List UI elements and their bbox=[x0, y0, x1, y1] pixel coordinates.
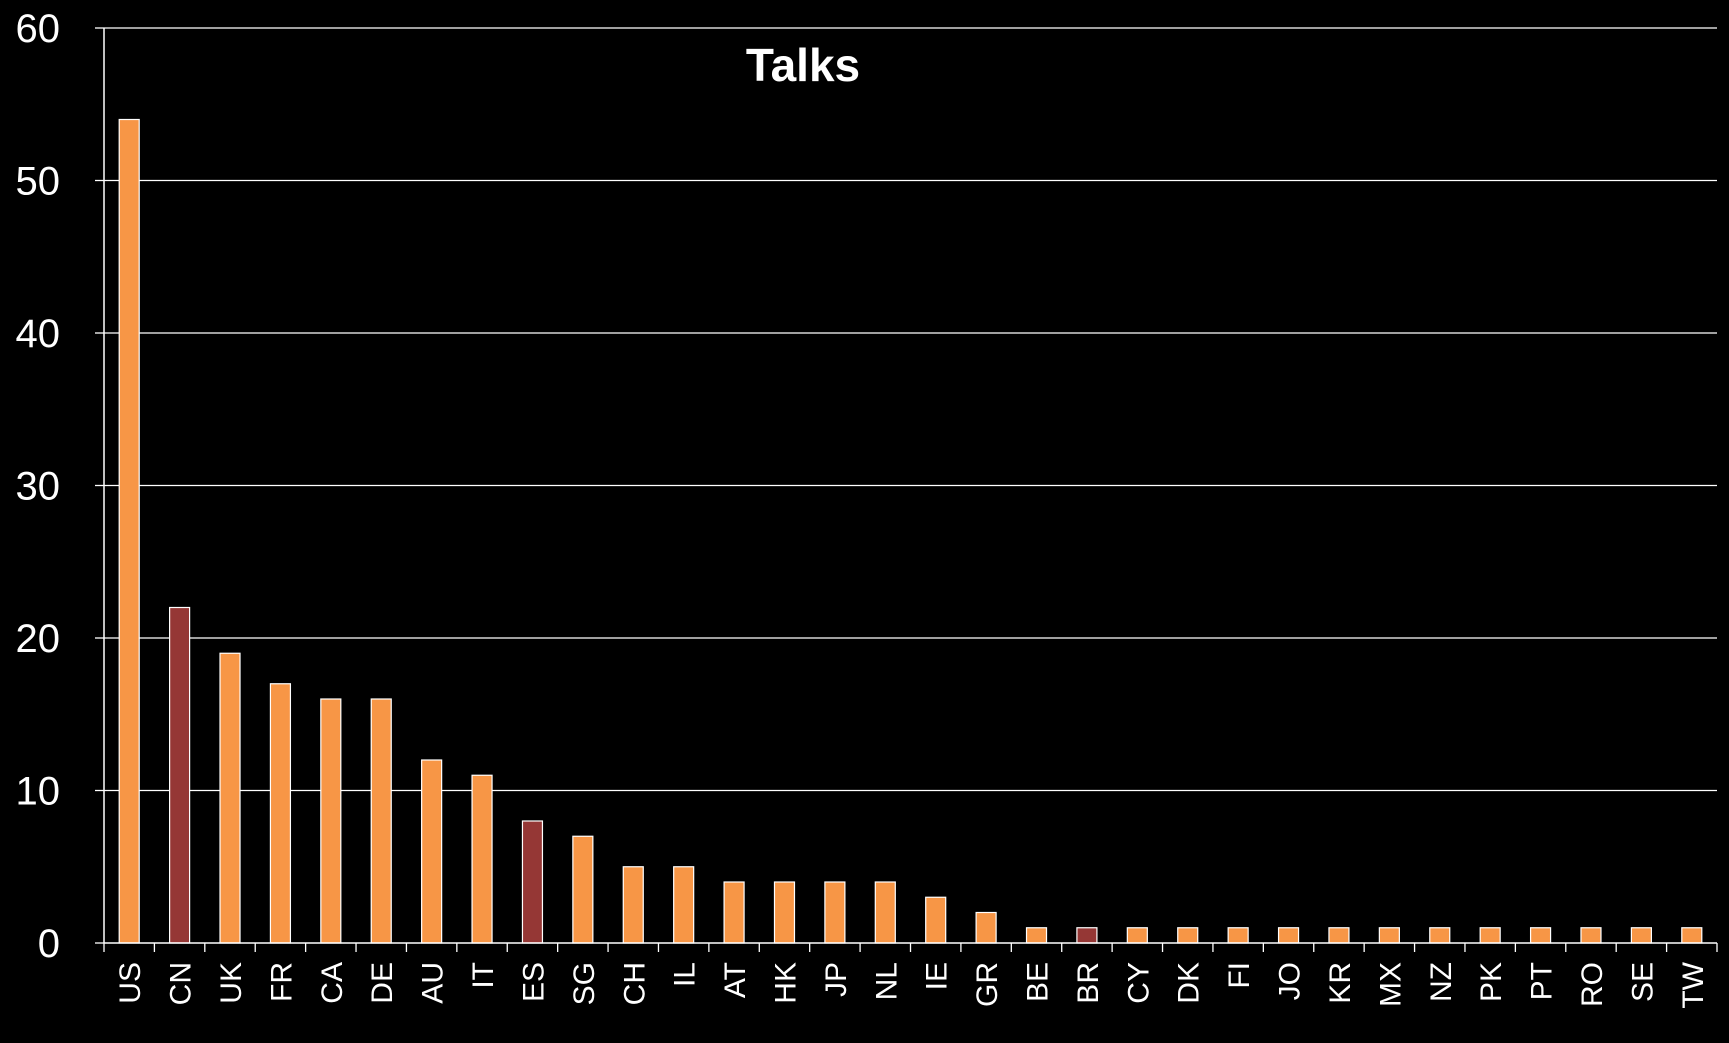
x-tick-label-hk: HK bbox=[769, 962, 802, 1004]
bar-ca bbox=[320, 698, 342, 944]
bar-jp bbox=[824, 881, 846, 944]
bar-ie bbox=[925, 896, 947, 944]
bar-nl bbox=[874, 881, 896, 944]
x-tick-label-es: ES bbox=[517, 962, 550, 1002]
bar-de bbox=[370, 698, 392, 944]
bar-at bbox=[723, 881, 745, 944]
bar-kr bbox=[1328, 927, 1350, 944]
bar-it bbox=[471, 774, 493, 944]
x-tick-label-jo: JO bbox=[1274, 962, 1307, 1000]
x-tick-label-tw: TW bbox=[1677, 961, 1710, 1008]
x-tick-label-au: AU bbox=[417, 962, 450, 1004]
y-tick-label: 50 bbox=[16, 160, 61, 204]
bar-uk bbox=[219, 652, 241, 944]
x-tick-label-ca: CA bbox=[316, 962, 349, 1004]
bar-ch bbox=[622, 866, 644, 944]
x-tick-label-sg: SG bbox=[568, 962, 601, 1005]
x-tick-label-ro: RO bbox=[1576, 962, 1609, 1007]
y-tick-label: 20 bbox=[16, 617, 61, 661]
x-tick-label-dk: DK bbox=[1173, 962, 1206, 1004]
y-tick-labels: 0 10 20 30 40 50 60 bbox=[16, 7, 61, 966]
chart-title: Talks bbox=[746, 39, 860, 91]
x-tick-labels: US CN UK FR CA DE AU IT ES SG CH IL AT HK JP NL IE GR BE BR… bbox=[114, 961, 1710, 1008]
bar-nz bbox=[1429, 927, 1451, 944]
x-tick-label-nz: NZ bbox=[1425, 962, 1458, 1002]
x-tick-label-de: DE bbox=[366, 962, 399, 1004]
x-tick-label-se: SE bbox=[1626, 962, 1659, 1002]
x-tick-label-uk: UK bbox=[215, 962, 248, 1004]
x-tick-label-gr: GR bbox=[971, 962, 1004, 1007]
bar-cn bbox=[169, 606, 191, 944]
x-tick-label-jp: JP bbox=[820, 962, 853, 997]
x-tick-label-mx: MX bbox=[1374, 962, 1407, 1007]
bar-ro bbox=[1580, 927, 1602, 944]
bar-tw bbox=[1681, 927, 1703, 944]
x-tick-label-cn: CN bbox=[165, 962, 198, 1005]
x-tick-label-pk: PK bbox=[1475, 962, 1508, 1002]
bar-fi bbox=[1227, 927, 1249, 944]
grid-lines bbox=[104, 27, 1717, 792]
bar-se bbox=[1630, 927, 1652, 944]
bar-il bbox=[673, 866, 695, 944]
x-tick-label-ie: IE bbox=[921, 962, 954, 990]
y-tick-label: 0 bbox=[38, 922, 60, 966]
x-tick-label-fi: FI bbox=[1223, 962, 1256, 989]
bar-pt bbox=[1529, 927, 1552, 944]
bar-mx bbox=[1378, 927, 1400, 944]
bar-dk bbox=[1177, 927, 1199, 944]
x-tick-label-cy: CY bbox=[1122, 962, 1155, 1004]
bar-fr bbox=[269, 683, 292, 944]
bar-es bbox=[521, 820, 544, 944]
bar-us bbox=[118, 118, 140, 944]
bar-gr bbox=[975, 911, 997, 944]
bar-br bbox=[1076, 927, 1098, 944]
x-tick-label-kr: KR bbox=[1324, 962, 1357, 1004]
x-tick-label-il: IL bbox=[669, 962, 702, 987]
bar-be bbox=[1025, 927, 1048, 944]
x-tick-label-br: BR bbox=[1072, 962, 1105, 1004]
bar-jo bbox=[1277, 927, 1300, 944]
y-tick-label: 60 bbox=[16, 7, 61, 51]
bars bbox=[118, 118, 1703, 944]
bar-au bbox=[421, 759, 443, 944]
y-tick-label: 30 bbox=[16, 465, 61, 509]
x-tick-label-pt: PT bbox=[1526, 962, 1559, 1000]
x-tick-label-be: BE bbox=[1022, 962, 1055, 1002]
y-tick-label: 40 bbox=[16, 312, 61, 356]
x-tick-label-it: IT bbox=[467, 962, 500, 989]
x-tick-label-ch: CH bbox=[618, 962, 651, 1005]
x-tick-label-nl: NL bbox=[870, 962, 903, 1000]
axes bbox=[95, 27, 1718, 952]
bar-hk bbox=[773, 881, 796, 944]
bar-pk bbox=[1479, 927, 1501, 944]
bar-cy bbox=[1126, 927, 1148, 944]
x-tick-label-fr: FR bbox=[265, 962, 298, 1002]
x-tick-label-at: AT bbox=[719, 962, 752, 998]
y-tick-label: 10 bbox=[16, 770, 61, 814]
x-tick-label-us: US bbox=[114, 962, 147, 1004]
bar-sg bbox=[572, 835, 594, 944]
